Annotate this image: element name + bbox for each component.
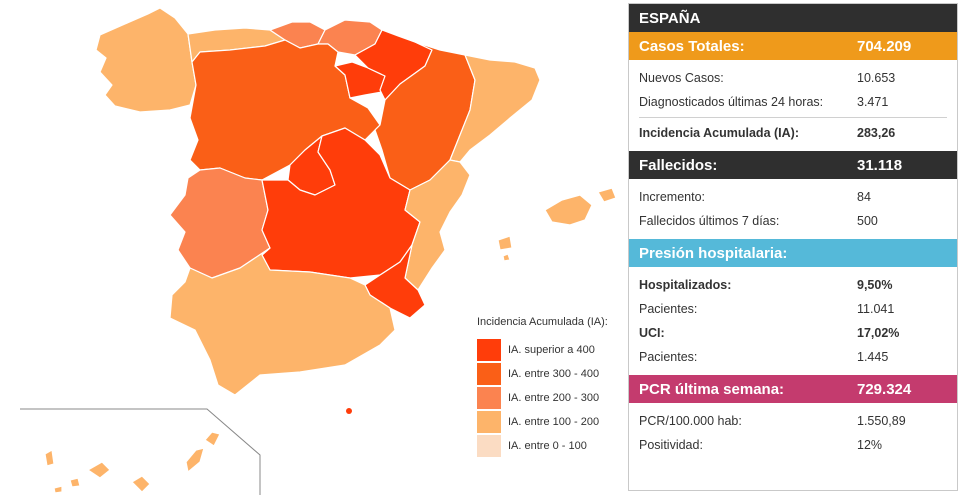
region-canarias-tenerife[interactable]	[87, 461, 111, 479]
stat-value: 9,50%	[857, 278, 893, 292]
stat-value: 17,02%	[857, 326, 900, 340]
spain-map	[20, 7, 617, 495]
region-galicia[interactable]	[95, 7, 197, 113]
panel-title: ESPAÑA	[639, 9, 701, 27]
fallecidos-header: Fallecidos: 31.118	[629, 151, 957, 179]
region-andalucia[interactable]	[169, 247, 396, 396]
stat-row: Diagnosticados últimas 24 horas: 3.471	[629, 90, 957, 114]
legend-label: IA. entre 100 - 200	[508, 416, 600, 428]
legend-label: IA. entre 300 - 400	[508, 368, 600, 380]
region-baleares-ibiza[interactable]	[497, 235, 513, 251]
stat-row: Nuevos Casos: 10.653	[629, 66, 957, 90]
region-canarias-gran-canaria[interactable]	[131, 475, 151, 493]
stat-label: UCI:	[639, 326, 665, 340]
region-baleares[interactable]	[544, 194, 593, 226]
stat-row: Pacientes: 1.445	[629, 345, 957, 369]
region-castilla-leon[interactable]	[189, 39, 381, 181]
stat-label: Pacientes:	[639, 350, 698, 364]
region-canarias-la-palma[interactable]	[44, 449, 55, 467]
stat-label: Incidencia Acumulada (IA):	[639, 126, 799, 140]
stat-value: 84	[857, 190, 871, 204]
stat-label: PCR/100.000 hab:	[639, 414, 742, 428]
legend-swatch	[477, 411, 501, 433]
stat-value: 283,26	[857, 126, 896, 140]
legend-item: IA. entre 0 - 100	[477, 434, 608, 458]
panel-title-bar: ESPAÑA	[629, 4, 957, 32]
region-baleares-formentera[interactable]	[502, 253, 511, 262]
legend-swatch	[477, 435, 501, 457]
stat-value: 11.041	[857, 302, 895, 316]
legend-swatch	[477, 339, 501, 361]
region-canarias-gomera[interactable]	[69, 477, 81, 488]
pcr-value: 729.324	[857, 380, 912, 398]
casos-header: Casos Totales: 704.209	[629, 32, 957, 60]
stats-panel: ESPAÑA Casos Totales: 704.209 Nuevos Cas…	[628, 3, 958, 491]
stat-label: Positividad:	[639, 438, 703, 452]
pcr-header: PCR última semana: 729.324	[629, 375, 957, 403]
fallecidos-label: Fallecidos:	[639, 156, 718, 174]
map-legend: Incidencia Acumulada (IA): IA. superior …	[477, 316, 608, 458]
casos-value: 704.209	[857, 37, 912, 55]
legend-swatch	[477, 363, 501, 385]
region-baleares-menorca[interactable]	[597, 187, 617, 203]
presion-label: Presión hospitalaria:	[639, 244, 788, 262]
region-canarias-lanzarote[interactable]	[204, 431, 221, 447]
stat-value: 12%	[857, 438, 883, 452]
stat-row: PCR/100.000 hab: 1.550,89	[629, 409, 957, 433]
region-canarias-fuerteventura[interactable]	[185, 447, 205, 473]
pcr-label: PCR última semana:	[639, 380, 785, 398]
fallecidos-value: 31.118	[857, 156, 903, 174]
legend-label: IA. entre 0 - 100	[508, 440, 587, 452]
legend-item: IA. entre 100 - 200	[477, 410, 608, 434]
stat-row: Hospitalizados: 9,50%	[629, 273, 957, 297]
stat-value: 10.653	[857, 71, 896, 85]
stat-label: Incremento:	[639, 190, 706, 204]
legend-title: Incidencia Acumulada (IA):	[477, 316, 608, 328]
stat-row: Fallecidos últimos 7 días: 500	[629, 209, 957, 233]
stat-value: 1.445	[857, 350, 889, 364]
stat-label: Hospitalizados:	[639, 278, 732, 292]
stat-row: Positividad: 12%	[629, 433, 957, 457]
canarias-inset-frame	[20, 408, 261, 495]
stat-row: Incremento: 84	[629, 185, 957, 209]
region-canarias-hierro[interactable]	[53, 485, 63, 494]
divider	[639, 117, 947, 118]
stat-label: Nuevos Casos:	[639, 71, 724, 85]
legend-item: IA. entre 200 - 300	[477, 386, 608, 410]
stat-row-ia: Incidencia Acumulada (IA): 283,26	[629, 121, 957, 145]
legend-label: IA. entre 200 - 300	[508, 392, 600, 404]
legend-swatch	[477, 387, 501, 409]
stat-label: Pacientes:	[639, 302, 698, 316]
region-cataluna[interactable]	[449, 54, 541, 163]
stat-value: 3.471	[857, 95, 889, 109]
stat-value: 500	[857, 214, 878, 228]
stat-row: UCI: 17,02%	[629, 321, 957, 345]
stat-label: Diagnosticados últimas 24 horas:	[639, 95, 824, 109]
legend-item: IA. superior a 400	[477, 338, 608, 362]
legend-item: IA. entre 300 - 400	[477, 362, 608, 386]
casos-label: Casos Totales:	[639, 37, 745, 55]
legend-label: IA. superior a 400	[508, 344, 595, 356]
stat-row: Pacientes: 11.041	[629, 297, 957, 321]
region-melilla[interactable]	[346, 408, 352, 414]
presion-header: Presión hospitalaria:	[629, 239, 957, 267]
stat-label: Fallecidos últimos 7 días:	[639, 214, 780, 228]
stat-value: 1.550,89	[857, 414, 906, 428]
